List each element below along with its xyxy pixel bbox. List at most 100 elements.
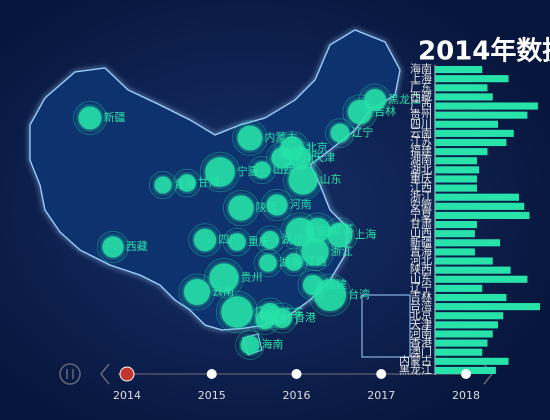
timeline-dot[interactable] bbox=[291, 369, 302, 379]
bubble[interactable] bbox=[78, 106, 102, 130]
timeline-dot[interactable] bbox=[461, 369, 471, 379]
bubble[interactable] bbox=[209, 263, 239, 293]
bubble[interactable] bbox=[288, 146, 312, 170]
bar[interactable] bbox=[435, 239, 501, 247]
y-tick-label: 黑龙江 bbox=[399, 363, 432, 376]
bubble-ring bbox=[96, 230, 130, 264]
play-button[interactable] bbox=[59, 363, 81, 385]
bubble[interactable] bbox=[221, 296, 253, 328]
bubble[interactable] bbox=[255, 310, 275, 330]
bar[interactable] bbox=[435, 157, 477, 165]
bubble[interactable] bbox=[301, 238, 329, 266]
bar[interactable] bbox=[435, 84, 488, 92]
bar[interactable] bbox=[435, 257, 493, 265]
bubble[interactable] bbox=[285, 253, 303, 271]
bubble[interactable] bbox=[314, 279, 346, 311]
bar[interactable] bbox=[435, 293, 507, 302]
bar[interactable] bbox=[435, 221, 477, 229]
bubble-ring bbox=[358, 83, 392, 117]
y-tick-label: 辽宁 bbox=[410, 280, 432, 294]
y-tick-label: 河北 bbox=[410, 254, 432, 267]
bubble[interactable] bbox=[154, 176, 172, 194]
y-tick-label: 澳门 bbox=[410, 344, 432, 358]
timeline-dot[interactable] bbox=[206, 369, 217, 379]
bar[interactable] bbox=[435, 275, 528, 283]
bar[interactable] bbox=[435, 120, 498, 128]
bar[interactable] bbox=[435, 248, 475, 256]
bubble[interactable] bbox=[288, 165, 318, 195]
y-tick-label: 上海 bbox=[410, 71, 432, 85]
bubble-ring bbox=[73, 101, 107, 135]
bubble[interactable] bbox=[266, 194, 288, 216]
bar[interactable] bbox=[435, 321, 498, 329]
bar[interactable] bbox=[435, 357, 509, 365]
bar[interactable] bbox=[435, 129, 514, 137]
map-label: 澳门 bbox=[276, 312, 298, 326]
bubble[interactable] bbox=[272, 308, 292, 328]
bubble[interactable] bbox=[228, 233, 246, 251]
bubble-ring bbox=[255, 225, 285, 255]
bar[interactable] bbox=[435, 175, 477, 183]
bubble-ring bbox=[247, 155, 277, 185]
bubble[interactable] bbox=[205, 157, 235, 187]
bubble[interactable] bbox=[184, 279, 210, 305]
bar[interactable] bbox=[435, 148, 488, 156]
bubble[interactable] bbox=[228, 195, 254, 221]
bubble[interactable] bbox=[178, 174, 196, 192]
bubble[interactable] bbox=[193, 228, 217, 252]
bar[interactable] bbox=[435, 166, 480, 174]
bar[interactable] bbox=[435, 348, 483, 356]
bubble-ring bbox=[172, 168, 202, 198]
bar[interactable] bbox=[435, 330, 493, 338]
bubble[interactable] bbox=[240, 335, 260, 355]
y-tick-label: 山西 bbox=[410, 227, 432, 240]
bubble-ring bbox=[148, 170, 178, 200]
map-label: 香港 bbox=[294, 311, 316, 324]
map-label: 山东 bbox=[320, 173, 342, 186]
bubble-ring bbox=[325, 118, 355, 148]
y-tick-label: 陕西 bbox=[410, 262, 432, 276]
bar[interactable] bbox=[435, 230, 475, 238]
bar[interactable] bbox=[435, 184, 477, 192]
bar[interactable] bbox=[435, 93, 493, 101]
bar[interactable] bbox=[435, 339, 488, 347]
bubble[interactable] bbox=[259, 254, 277, 272]
prev-button[interactable] bbox=[100, 363, 110, 385]
bar[interactable] bbox=[435, 202, 525, 210]
bar[interactable] bbox=[435, 303, 540, 311]
bar[interactable] bbox=[435, 284, 483, 292]
bar[interactable] bbox=[435, 75, 509, 83]
timeline-dot[interactable] bbox=[376, 369, 387, 379]
bar[interactable] bbox=[435, 138, 507, 147]
y-tick-label: 重庆 bbox=[410, 171, 432, 185]
bubble-ring bbox=[280, 212, 320, 252]
bubble[interactable] bbox=[260, 230, 280, 250]
map-label: 黑龙江 bbox=[388, 93, 421, 106]
bar[interactable] bbox=[435, 266, 511, 274]
bar[interactable] bbox=[435, 193, 519, 201]
bar[interactable] bbox=[435, 102, 538, 110]
bubble[interactable] bbox=[237, 125, 263, 151]
bar[interactable] bbox=[435, 211, 530, 219]
timeline-current[interactable] bbox=[119, 366, 135, 382]
bubble[interactable] bbox=[285, 217, 315, 247]
south-sea-box bbox=[361, 294, 411, 358]
bubble[interactable] bbox=[253, 161, 271, 179]
map-label: 内蒙古 bbox=[264, 130, 297, 144]
bar[interactable] bbox=[435, 111, 528, 119]
bubble[interactable] bbox=[330, 123, 350, 143]
map-label: 甘肃 bbox=[198, 176, 220, 189]
bubble[interactable] bbox=[102, 236, 124, 258]
bubble[interactable] bbox=[364, 89, 386, 111]
y-tick-label: 湖南 bbox=[410, 154, 432, 167]
y-tick-label: 天津 bbox=[410, 318, 432, 331]
y-tick-label: 贵州 bbox=[410, 108, 432, 121]
y-tick-label: 甘肃 bbox=[410, 218, 432, 231]
y-tick-label: 青海 bbox=[410, 244, 432, 258]
bubble[interactable] bbox=[327, 222, 353, 248]
bar[interactable] bbox=[435, 66, 483, 74]
map-label: 云南 bbox=[212, 285, 234, 298]
y-tick-label: 云南 bbox=[410, 126, 432, 139]
bar[interactable] bbox=[435, 312, 504, 320]
y-tick-label: 安徽 bbox=[410, 198, 432, 212]
